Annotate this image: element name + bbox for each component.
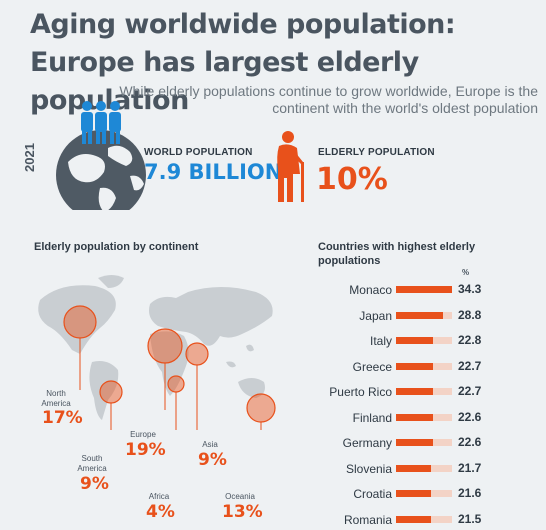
- region-name-oceania: Oceania: [225, 492, 255, 501]
- north-america-marker: [63, 305, 97, 339]
- bar-row: Italy 22.8: [300, 331, 540, 351]
- region-name-south-america: South America: [77, 454, 107, 473]
- africa-marker: [167, 375, 185, 393]
- region-name-north-america: North America: [41, 389, 71, 408]
- bar-track: [396, 311, 452, 319]
- bar-value-label: 34.3: [458, 282, 482, 296]
- globe-icon: [56, 101, 146, 210]
- bar-row: Croatia 21.6: [300, 484, 540, 504]
- bar-track: [396, 464, 452, 472]
- world-map: [38, 275, 276, 430]
- bar-track: [396, 337, 452, 344]
- elderly-population-label: ELDERLY POPULATION: [318, 147, 435, 158]
- oceania-marker: [246, 393, 276, 423]
- bar-row: Monaco 34.3: [300, 280, 540, 300]
- bar: [396, 362, 434, 370]
- bar-label: Japan: [359, 308, 392, 323]
- world-population-label: WORLD POPULATION: [144, 147, 253, 158]
- bar-value-label: 21.5: [458, 511, 482, 526]
- bar: [396, 439, 433, 446]
- chart-title: Countries with highest elderly populatio…: [318, 241, 476, 267]
- bar-label: Romania: [343, 512, 392, 527]
- bar-row: Greece 22.7: [300, 357, 540, 377]
- page-subtitle: While elderly populations continue to gr…: [119, 83, 538, 116]
- bar: [396, 464, 432, 472]
- year-label: 2021: [22, 143, 37, 172]
- region-name-europe: Europe: [130, 430, 156, 439]
- bar: [396, 311, 444, 319]
- region-name-africa: Africa: [148, 492, 170, 501]
- world-population-value: 7.9 BILLION: [144, 160, 283, 184]
- bar-label: Greece: [352, 359, 392, 374]
- region-name-asia: Asia: [202, 440, 218, 449]
- leader-lines: [79, 338, 262, 430]
- elderly-population-value: 10%: [316, 162, 388, 197]
- bar-value-label: 22.7: [458, 384, 482, 398]
- bar: [396, 490, 432, 497]
- chart-unit: %: [462, 268, 470, 277]
- bar-track: [396, 362, 452, 370]
- page-title: Aging worldwide population: Europe has l…: [30, 9, 456, 116]
- bar-track: [396, 439, 452, 446]
- bar-label: Croatia: [353, 487, 392, 501]
- bar: [396, 413, 433, 421]
- bar-track: [396, 490, 452, 497]
- bar-value-label: 21.7: [458, 460, 482, 475]
- region-value-oceania: 13%: [222, 502, 263, 522]
- bar-track: [396, 388, 452, 395]
- bar: [396, 286, 452, 293]
- asia-marker: [185, 342, 209, 366]
- bar-value-label: 28.8: [458, 307, 482, 322]
- bar-track: [396, 286, 452, 293]
- region-value-asia: 9%: [198, 450, 227, 470]
- region-value-north-america: 17%: [42, 408, 83, 428]
- bar-label: Germany: [342, 436, 392, 450]
- bar-label: Slovenia: [345, 461, 392, 476]
- map-section-title: Elderly population by continent: [34, 241, 199, 253]
- bar-label: Puerto Rico: [329, 385, 392, 399]
- bar-row: Japan 28.8: [300, 306, 540, 326]
- bar-value-label: 21.6: [458, 486, 482, 500]
- bar-label: Italy: [369, 334, 392, 348]
- europe-marker: [147, 328, 183, 364]
- bar-value-label: 22.8: [458, 333, 482, 347]
- south-america-marker: [99, 380, 123, 404]
- bar-value-label: 22.6: [458, 435, 482, 449]
- bar-track: [396, 413, 452, 421]
- bar-track: [396, 515, 452, 523]
- bar-value-label: 22.7: [458, 358, 482, 373]
- bar-row: Romania 21.5: [300, 510, 540, 530]
- bar-row: Puerto Rico 22.7: [300, 382, 540, 402]
- bar-row: Slovenia 21.7: [300, 459, 540, 479]
- bar: [396, 388, 434, 395]
- bar: [396, 515, 432, 523]
- bar-label: Finland: [352, 410, 392, 425]
- region-value-europe: 19%: [125, 440, 166, 460]
- region-value-africa: 4%: [146, 502, 175, 522]
- elderly-person-icon: [277, 131, 304, 202]
- bar-row: Finland 22.6: [300, 408, 540, 428]
- region-value-south-america: 9%: [80, 474, 109, 494]
- bar: [396, 337, 434, 344]
- bar-row: Germany 22.6: [300, 433, 540, 453]
- bar-value-label: 22.6: [458, 409, 482, 424]
- people-icon: [81, 101, 121, 144]
- bar-label: Monaco: [349, 283, 392, 297]
